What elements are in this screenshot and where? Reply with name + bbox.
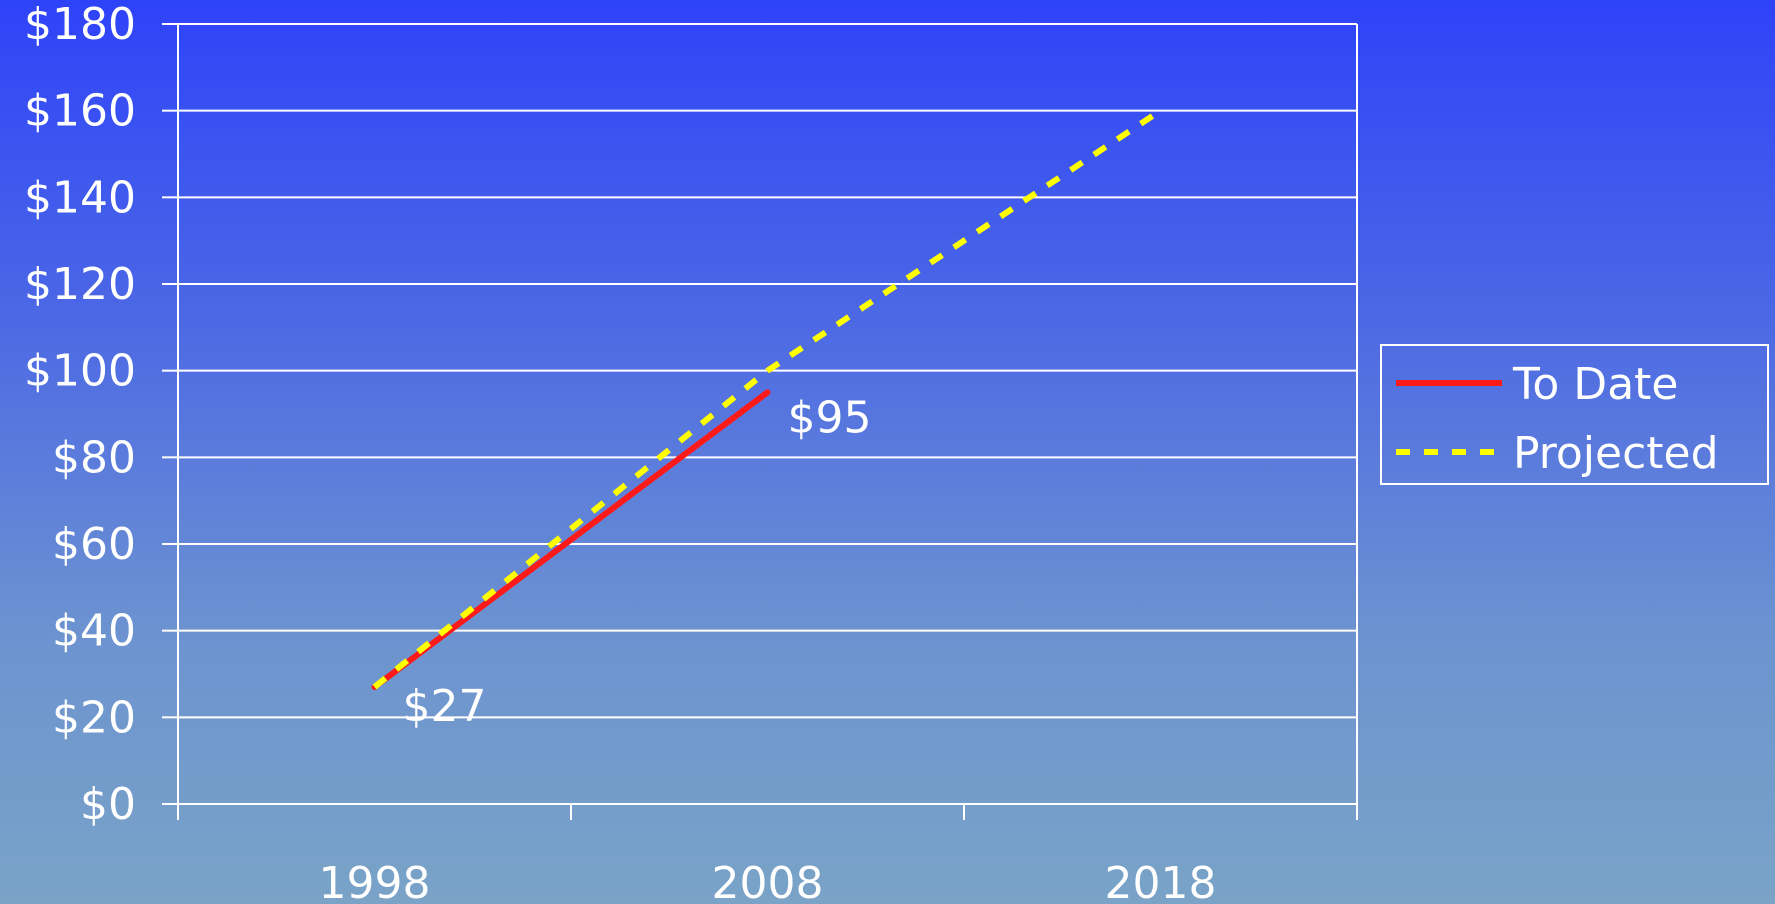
x-axis-tick-labels: 1998 2008 2018 xyxy=(319,858,1217,904)
axes xyxy=(162,23,1358,820)
y-tick-label: $0 xyxy=(80,779,136,830)
legend-label-projected: Projected xyxy=(1513,428,1719,479)
y-tick-label: $180 xyxy=(24,0,136,50)
y-tick-label: $20 xyxy=(52,692,136,743)
y-tick-label: $60 xyxy=(52,519,136,570)
data-label: $27 xyxy=(403,681,487,732)
y-tick-label: $160 xyxy=(24,86,136,137)
x-tick-label: 1998 xyxy=(319,858,431,904)
data-labels: $27 $95 xyxy=(403,392,872,732)
series-line-projected xyxy=(372,108,1163,690)
y-tick-label: $140 xyxy=(24,172,136,223)
y-tick-label: $120 xyxy=(24,259,136,310)
y-axis-tick-labels: $0 $20 $40 $60 $80 $100 $120 $140 $160 $180 xyxy=(24,0,136,830)
gridlines xyxy=(178,23,1357,805)
y-tick-label: $80 xyxy=(52,432,136,483)
legend-box xyxy=(1380,344,1769,485)
legend-label-to-date: To Date xyxy=(1512,359,1678,410)
legend: To Date Projected xyxy=(1380,344,1769,485)
series-line-to-date xyxy=(371,389,771,690)
y-tick-label: $40 xyxy=(52,606,136,657)
data-label: $95 xyxy=(788,392,872,443)
x-tick-label: 2008 xyxy=(712,858,824,904)
y-tick-label: $100 xyxy=(24,346,136,397)
series-lines xyxy=(371,108,1163,690)
x-tick-label: 2018 xyxy=(1105,858,1217,904)
